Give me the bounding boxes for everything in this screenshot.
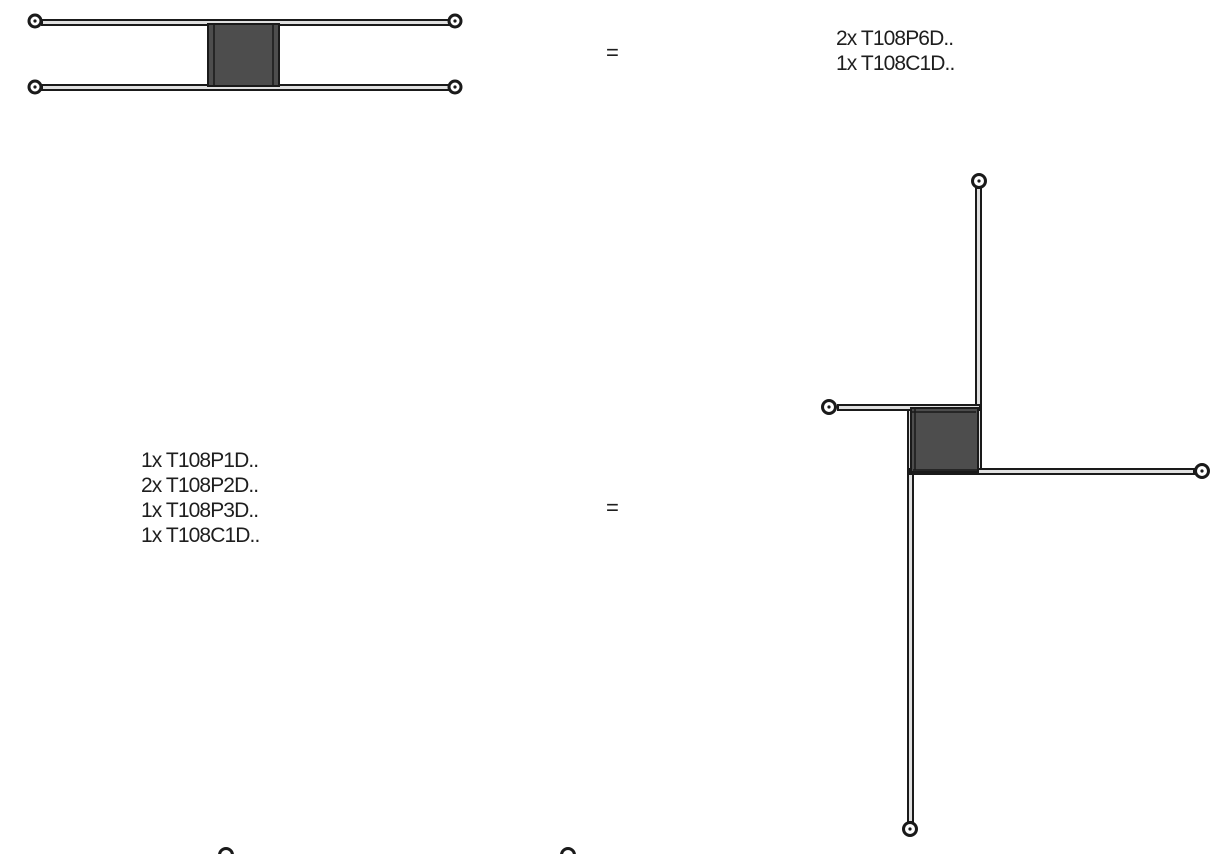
cable-end-ring-icon [27,79,43,95]
equals-sign: = [606,40,619,65]
cable-end-ring-icon [821,399,837,415]
part-line: 2x T108P2D.. [141,474,259,497]
part-list: 1x T108P1D.. 2x T108P2D.. 1x T108P3D.. 1… [141,448,260,548]
equals-sign: = [606,495,619,520]
part-line: 1x T108P1D.. [141,449,259,472]
cable-end-ring-icon [447,79,463,95]
cable-end-ring-icon [27,13,43,29]
cable-end-ring-icon [447,13,463,29]
cable-end-ring-icon [971,173,987,189]
assembly-1-drawing [27,13,463,95]
connector-frame [207,23,280,87]
cable-end-ring-icon [1194,463,1210,479]
cable-end-ring-icon [560,847,576,854]
horizontal-pole-left [837,404,981,411]
connector-frame [910,407,979,473]
part-line: 2x T108P6D.. [836,27,954,50]
part-line: 1x T108C1D.. [141,524,260,547]
assembly-2-drawing [821,173,1210,837]
part-line: 1x T108P3D.. [141,499,259,522]
assembly-3-drawing-partial [218,847,576,854]
cable-end-ring-icon [218,847,234,854]
cable-end-ring-icon [902,821,918,837]
part-line: 1x T108C1D.. [836,52,955,75]
part-list: 2x T108P6D.. 1x T108C1D.. [836,26,955,76]
